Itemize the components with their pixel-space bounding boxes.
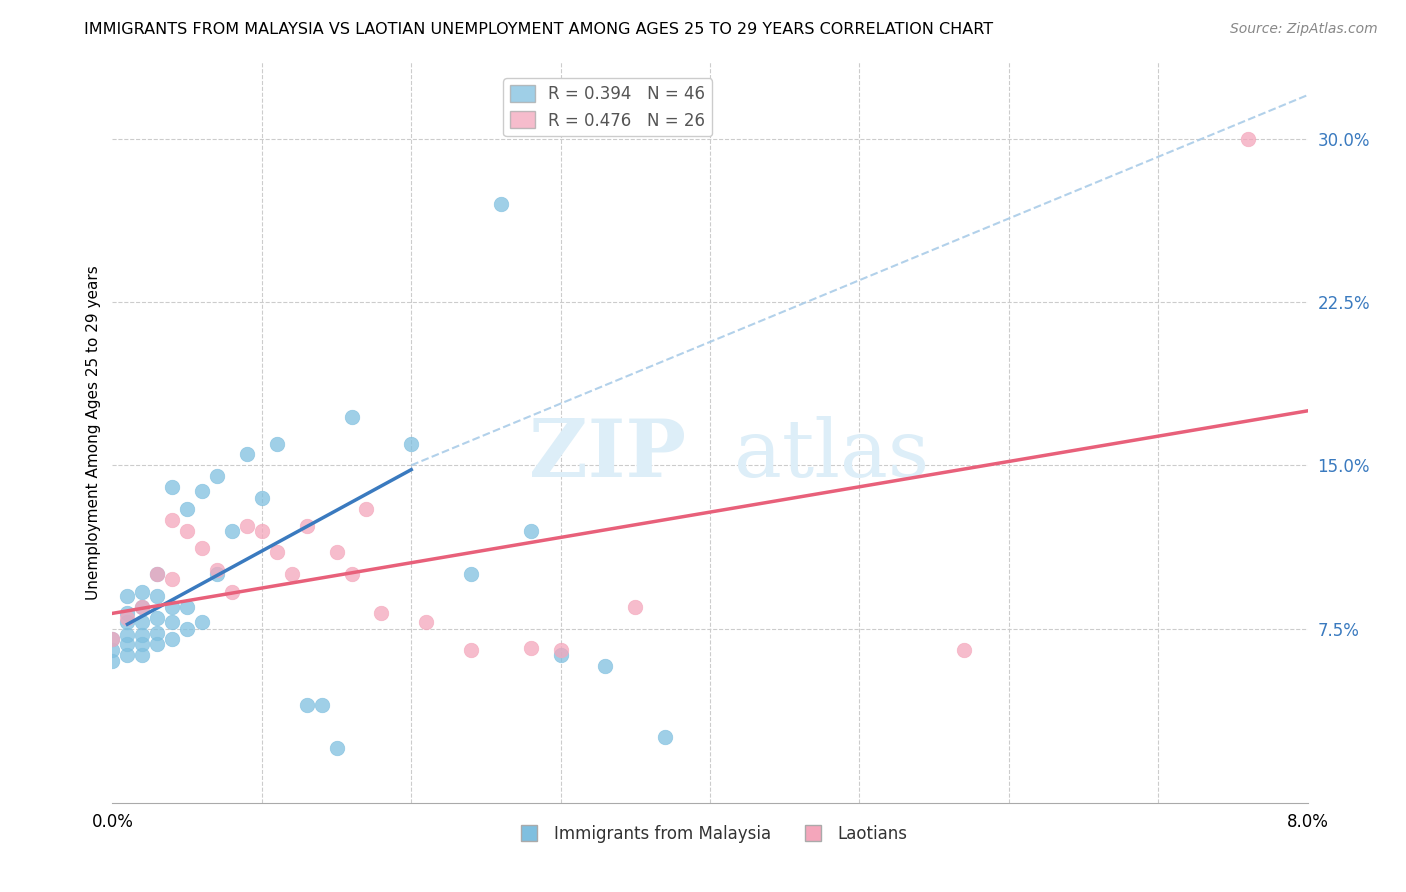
Point (191, 615, 214, 629)
Point (250, 491, 273, 505)
Point (101, 632, 124, 647)
Point (146, 611, 169, 625)
Point (624, 599, 647, 614)
Point (595, 658, 617, 673)
Point (205, 567, 228, 582)
Point (1237, 131, 1260, 145)
Point (654, 731, 676, 745)
Point (489, 197, 512, 211)
Point (146, 626, 169, 640)
Point (117, 611, 139, 625)
Point (146, 567, 169, 582)
Point (415, 615, 437, 629)
Point (146, 637, 169, 651)
Point (460, 643, 482, 657)
Point (101, 643, 124, 657)
Point (550, 643, 572, 657)
Point (176, 622, 198, 636)
Point (131, 637, 153, 651)
Point (250, 524, 273, 538)
Point (311, 698, 333, 712)
Point (191, 484, 214, 499)
Point (370, 607, 392, 621)
Point (176, 501, 198, 516)
Point (146, 589, 169, 603)
Point (325, 741, 347, 756)
Point (460, 567, 482, 582)
Point (146, 567, 169, 582)
Text: IMMIGRANTS FROM MALAYSIA VS LAOTIAN UNEMPLOYMENT AMONG AGES 25 TO 29 YEARS CORRE: IMMIGRANTS FROM MALAYSIA VS LAOTIAN UNEM… (84, 22, 994, 37)
Y-axis label: Unemployment Among Ages 25 to 29 years: Unemployment Among Ages 25 to 29 years (86, 265, 101, 600)
Text: Source: ZipAtlas.com: Source: ZipAtlas.com (1230, 22, 1378, 37)
Point (356, 501, 378, 516)
Point (221, 524, 243, 538)
Point (550, 648, 572, 662)
Point (266, 436, 288, 450)
Point (266, 545, 288, 559)
Point (162, 480, 183, 494)
Point (117, 637, 139, 651)
Point (101, 654, 124, 668)
Point (520, 524, 543, 538)
Point (117, 607, 139, 621)
Point (162, 599, 183, 614)
Text: atlas: atlas (734, 416, 929, 494)
Point (236, 447, 259, 461)
Point (401, 436, 423, 450)
Point (340, 567, 363, 582)
Point (295, 698, 318, 712)
Point (340, 410, 363, 425)
Point (117, 589, 139, 603)
Point (205, 469, 228, 483)
Point (131, 584, 153, 599)
Point (131, 615, 153, 629)
Point (162, 513, 183, 527)
Point (131, 648, 153, 662)
Point (176, 524, 198, 538)
Point (325, 545, 347, 559)
Point (176, 599, 198, 614)
Point (236, 519, 259, 533)
Point (117, 615, 139, 629)
Point (295, 519, 318, 533)
Point (191, 541, 214, 555)
Point (520, 641, 543, 656)
Text: ZIP: ZIP (529, 416, 686, 494)
Point (953, 643, 976, 657)
Point (131, 599, 153, 614)
Point (281, 567, 304, 582)
Point (162, 615, 183, 629)
Legend: Immigrants from Malaysia, Laotians: Immigrants from Malaysia, Laotians (506, 819, 914, 850)
Point (131, 599, 153, 614)
Point (205, 563, 228, 577)
Point (162, 632, 183, 647)
Point (117, 648, 139, 662)
Point (131, 628, 153, 642)
Point (221, 584, 243, 599)
Point (117, 628, 139, 642)
Point (162, 572, 183, 586)
Point (101, 632, 124, 647)
